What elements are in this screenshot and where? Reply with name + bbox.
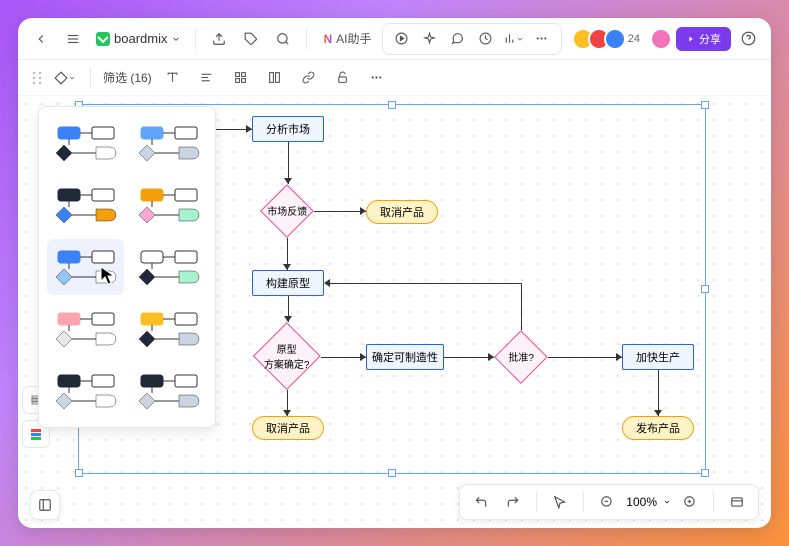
style-option[interactable] [130,363,207,419]
canvas[interactable]: 100% 分析市场市场反馈取消产品构建原型原型 方案确定?确定可制造性批准?加快… [18,96,771,528]
shape-tool[interactable] [52,65,78,91]
pointer-tool[interactable] [547,489,573,515]
undo-button[interactable] [468,489,494,515]
flow-node[interactable]: 构建原型 [252,270,324,296]
flow-node[interactable]: 确定可制造性 [366,344,444,370]
topbar: boardmix NAI助手 24 分 [18,18,771,60]
expand-button[interactable] [30,490,60,520]
lock-tool[interactable] [330,65,356,91]
zoom-out-button[interactable] [594,489,620,515]
cloud-icon [96,32,110,46]
back-button[interactable] [28,26,54,52]
flow-node[interactable]: 分析市场 [252,116,324,142]
flow-node[interactable]: 加快生产 [622,344,694,370]
search-button[interactable] [270,26,296,52]
zoom-in-button[interactable] [677,489,703,515]
secondary-toolbar: 筛选 (16) [18,60,771,96]
style-option[interactable] [47,363,124,419]
help-button[interactable] [735,26,761,52]
filter-label[interactable]: 筛选 (16) [103,69,152,86]
avatar-solo[interactable] [650,28,672,50]
avatars[interactable]: 24 [572,28,640,50]
user-count: 24 [628,33,640,45]
menu-button[interactable] [60,26,86,52]
link-tool[interactable] [296,65,322,91]
share-button[interactable]: 分享 [676,27,731,51]
cursor-icon [100,266,116,286]
zoom-label: 100% [626,495,657,509]
style-option[interactable] [130,239,207,295]
spacing-tool[interactable] [262,65,288,91]
sparkle-button[interactable] [417,26,443,52]
style-option[interactable] [130,177,207,233]
flow-node[interactable]: 取消产品 [366,200,438,224]
flow-node[interactable]: 发布产品 [622,416,694,440]
play-button[interactable] [389,26,415,52]
style-option[interactable] [130,115,207,171]
comment-button[interactable] [445,26,471,52]
align-tool[interactable] [194,65,220,91]
style-option[interactable] [47,177,124,233]
redo-button[interactable] [500,489,526,515]
ai-assistant-button[interactable]: NAI助手 [317,26,377,52]
map-button[interactable] [724,489,750,515]
ai-label: AI助手 [336,30,371,47]
export-button[interactable] [206,26,232,52]
share-label: 分享 [699,31,721,47]
grid-tool[interactable] [228,65,254,91]
style-option[interactable] [47,301,124,357]
more-button[interactable] [529,26,555,52]
style-option[interactable] [130,301,207,357]
flow-node[interactable]: 取消产品 [252,416,324,440]
more-tools[interactable] [364,65,390,91]
chart-button[interactable] [501,26,527,52]
tag-button[interactable] [238,26,264,52]
text-tool[interactable] [160,65,186,91]
history-button[interactable] [473,26,499,52]
style-option[interactable] [47,115,124,171]
style-panel [38,106,216,428]
bottom-bar: 100% [459,484,759,520]
brand[interactable]: boardmix [92,31,185,46]
drag-handle-icon[interactable] [30,65,44,91]
brand-label: boardmix [114,31,167,46]
